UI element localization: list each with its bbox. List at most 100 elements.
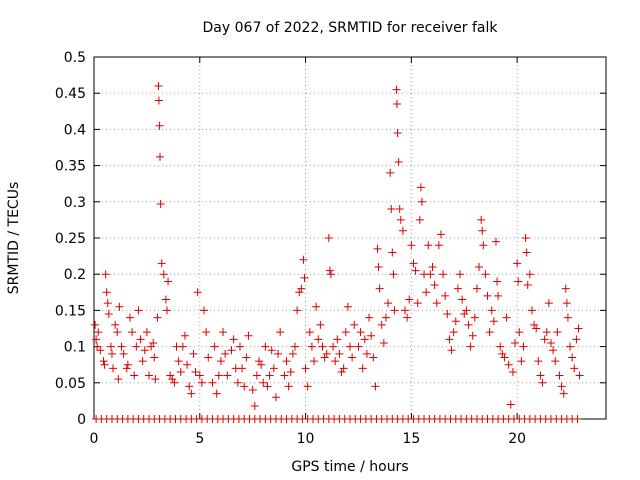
data-point [274,349,283,358]
data-point [393,129,402,138]
data-point [265,371,274,380]
data-point [156,152,165,161]
data-point [212,389,221,398]
data-point [162,306,171,315]
data-point [295,288,304,297]
data-point [130,371,139,380]
data-point [168,375,177,384]
data-point [227,346,236,355]
data-point [94,328,103,337]
data-point [202,328,211,337]
data-point [367,331,376,340]
data-point [549,346,558,355]
data-point [464,320,473,329]
data-point [189,349,198,358]
data-point [233,378,242,387]
data-point [417,197,426,206]
data-point [128,328,137,337]
data-point [164,277,173,286]
data-point [174,357,183,366]
data-point [350,320,359,329]
data-point [161,295,170,304]
data-point [284,382,293,391]
data-point [156,199,165,208]
data-point [286,367,295,376]
data-point [125,313,134,322]
data-point [138,357,147,366]
data-point [532,324,541,333]
data-point [458,295,467,304]
data-point [238,364,247,373]
data-point [149,338,158,347]
data-point [252,371,261,380]
data-point [229,335,238,344]
data-point [223,371,232,380]
data-point [150,353,159,362]
data-point [472,284,481,293]
data-point [502,313,511,322]
data-point [514,277,523,286]
data-point [140,346,149,355]
y-tick-label: 0.5 [64,50,86,66]
data-point [481,270,490,279]
data-point [489,317,498,326]
data-point [329,342,338,351]
x-tick-label: 0 [90,431,99,447]
data-point [100,360,109,369]
data-point [521,234,530,242]
data-point [154,81,163,90]
data-point [282,357,291,366]
data-point [424,241,433,250]
data-point [374,262,383,271]
data-point [534,357,543,366]
data-point [493,277,502,286]
data-point [208,378,217,387]
data-point [142,328,151,337]
data-point [407,241,416,250]
data-point [305,328,314,337]
data-point [377,320,386,329]
data-point [555,371,564,380]
data-point [542,328,551,337]
data-point [568,353,577,362]
data-point [449,328,458,337]
data-point [299,255,308,264]
data-point [157,259,166,268]
data-point [478,226,487,235]
data-point [318,342,327,351]
y-tick-label: 0.25 [55,231,86,247]
data-point [197,378,206,387]
data-point [337,367,346,376]
data-point [248,386,257,395]
data-point [409,259,418,268]
data-point [216,357,225,366]
data-point [339,364,348,373]
data-point [519,342,528,351]
data-point [511,338,520,347]
data-point [475,262,484,271]
y-tick-label: 0.45 [55,86,86,102]
data-point [559,389,568,398]
data-point [122,364,131,373]
data-point [159,270,168,279]
data-point [280,371,289,380]
axis-ticks: 0 0.05 0.1 0.15 0.2 0.25 0.3 0.35 0.4 0.45 0.5 0 5 10… [55,50,606,447]
data-point [570,364,579,373]
data-point [563,313,572,322]
data-point [432,299,441,308]
data-point [191,367,200,376]
data-point [358,364,367,373]
data-point [155,121,164,130]
data-point [428,262,437,271]
data-point [99,357,108,366]
data-point [483,291,492,300]
y-axis-label: SRMTID / TECUs [6,182,22,295]
y-tick-label: 0.35 [55,159,86,175]
data-point [104,310,113,319]
data-point [551,357,560,366]
data-point [453,284,462,293]
y-tick-label: 0.15 [55,303,86,319]
data-point [485,328,494,337]
data-point [103,299,112,308]
data-point [316,320,325,329]
